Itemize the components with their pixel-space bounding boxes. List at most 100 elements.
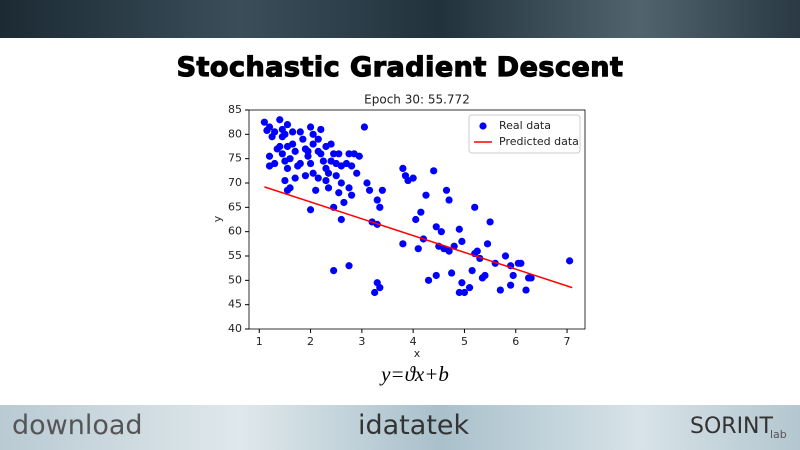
data-point [340,198,348,207]
data-point [460,288,469,297]
data-point [314,174,322,182]
x-tick-label: 4 [410,335,417,348]
data-point [371,288,379,297]
data-point [309,169,317,177]
data-point [409,174,417,182]
data-point [501,252,510,260]
data-point [301,172,310,180]
slide-title: Stochastic Gradient Descent [176,51,624,83]
legend-label: Predicted data [499,135,579,148]
idatatek-logo: idatatek [358,410,470,441]
data-point [347,162,356,170]
data-point [417,208,425,216]
data-point [347,191,356,199]
data-point [278,133,286,141]
chart: Epoch 30: 55.772 x y 1 2 3 4 5 6 7404550556065… [211,93,586,360]
data-point [437,228,445,236]
data-point [445,247,453,255]
data-point [345,150,353,158]
data-point [527,274,535,282]
data-point [273,145,281,153]
x-tick-label: 3 [358,335,365,348]
y-tick-label: 70 [228,176,242,189]
data-point [283,186,292,194]
data-point [483,240,492,248]
data-point [481,271,489,280]
data-point [509,271,517,280]
data-point [324,169,333,177]
data-point [471,203,479,211]
y-tick-label: 75 [228,152,242,165]
data-point [455,225,463,233]
y-tick-label: 55 [228,249,242,262]
data-point [322,176,330,185]
data-point [337,215,345,224]
data-point [265,152,274,160]
sorint-lab: lab [770,428,787,441]
data-point [448,269,456,277]
data-point [296,159,304,168]
data-point [281,176,289,185]
data-point [324,184,333,192]
y-axis-label: y [211,215,224,222]
y-tick-label: 80 [228,127,242,140]
data-point [289,128,297,136]
data-point [360,123,369,131]
data-point [373,196,381,204]
legend-marker [479,122,487,130]
bottom-banner [0,405,800,450]
x-tick-label: 2 [307,335,314,348]
data-point [355,152,363,160]
data-point [309,140,317,148]
data-point [432,223,440,231]
plot-frame [248,109,586,330]
sorint-logo: SORINT [690,414,773,439]
data-point [260,118,268,126]
legend-label: Real data [499,119,551,132]
data-point [432,271,440,280]
data-point [422,191,430,199]
data-point [306,123,315,131]
data-point [399,164,407,172]
data-point [353,169,361,177]
data-point [337,179,345,187]
legend-box [468,114,581,154]
data-point [291,147,299,155]
data-point [335,189,343,197]
download-logo: download [12,410,143,441]
data-point [304,147,312,155]
data-point [458,279,466,287]
data-point [286,155,294,163]
data-point [496,286,504,294]
x-tick-label: 5 [461,335,468,348]
data-point [327,157,335,165]
data-point [345,262,353,270]
data-point [319,157,327,165]
data-point [378,186,386,194]
data-point [424,276,433,284]
data-point [278,150,286,158]
data-point [430,167,438,175]
data-point [363,179,371,187]
data-point [296,128,304,136]
y-tick-label: 60 [228,225,242,238]
data-point [365,186,374,194]
data-point [317,125,325,134]
data-point [332,172,340,180]
data-point [314,147,322,155]
data-point [399,240,407,248]
data-point [445,196,453,204]
data-point [486,218,494,226]
data-point [283,142,292,151]
data-point [514,259,522,267]
data-point [376,203,384,211]
x-tick-label: 1 [256,335,263,348]
y-tick-label: 85 [228,103,242,116]
data-point [566,257,574,265]
x-tick-label: 6 [512,335,519,348]
data-point [309,130,317,138]
data-point [271,128,279,136]
data-point [283,164,292,172]
data-point [306,206,315,214]
